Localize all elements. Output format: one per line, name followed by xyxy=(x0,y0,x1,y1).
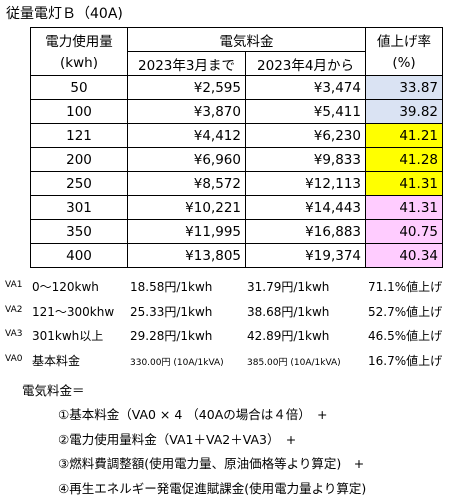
header-usage: 電力使用量 xyxy=(30,27,128,52)
data-row: 350 ¥11,995 ¥16,883 40.75 xyxy=(30,219,443,244)
note-cell: 31.79円/1kwh xyxy=(247,280,330,294)
cell: 121 xyxy=(30,123,128,148)
note-row: VA1 0～120kwh 18.58円/1kwh 31.79円/1kwh 71.1%値上… xyxy=(0,278,453,298)
cell: 40.34 xyxy=(365,243,443,268)
note-cell: VA2 xyxy=(5,304,23,315)
note-row: VA0 基本料金 330.00円 (10A/1kVA) 385.00円 (10A/1k… xyxy=(0,352,453,372)
cell: 200 xyxy=(30,147,128,172)
header-rate-unit: (%) xyxy=(365,51,443,76)
header-usage-unit: (kwh) xyxy=(30,51,128,76)
cell: 39.82 xyxy=(365,99,443,124)
header-price: 電気料金 xyxy=(127,27,366,52)
cell: ¥6,230 xyxy=(245,123,366,148)
cell: ¥8,572 xyxy=(127,171,246,196)
note-cell: 71.1%値上げ xyxy=(368,280,443,294)
data-row: 250 ¥8,572 ¥12,113 41.31 xyxy=(30,171,443,196)
cell: ¥5,411 xyxy=(245,99,366,124)
cell: ¥6,960 xyxy=(127,147,246,172)
cell: 350 xyxy=(30,219,128,244)
note-cell: 121～300khw xyxy=(32,304,115,319)
cell: ¥13,805 xyxy=(127,243,246,268)
note-cell: 0～120kwh xyxy=(32,280,99,294)
note-cell: 25.33円/1kwh xyxy=(130,304,213,319)
cell: ¥2,595 xyxy=(127,75,246,100)
note-cell: 18.58円/1kwh xyxy=(130,280,213,294)
note-cell: 基本料金 xyxy=(32,353,81,368)
note-row: VA3 301kwh以上 29.28円/1kwh 42.89円/1kwh 46.5%値上… xyxy=(0,327,453,347)
cell: 400 xyxy=(30,243,128,268)
note-cell: VA3 xyxy=(5,329,23,339)
cell: 250 xyxy=(30,171,128,196)
cell: ¥10,221 xyxy=(127,195,246,220)
note-cell: 42.89円/1kwh xyxy=(247,329,330,343)
cell: ¥3,870 xyxy=(127,99,246,124)
cell: 33.87 xyxy=(365,75,443,100)
cell: ¥12,113 xyxy=(245,171,366,196)
title: 従量電灯Ｂ（40A) xyxy=(6,6,123,22)
cell: 41.21 xyxy=(365,123,443,148)
note-cell: 330.00円 (10A/1kVA) xyxy=(130,357,224,368)
note-cell: 29.28円/1kwh xyxy=(130,329,213,343)
data-row: 200 ¥6,960 ¥9,833 41.28 xyxy=(30,147,443,172)
formula-heading: 電気料金＝ xyxy=(22,383,85,398)
header-row: (kwh) 2023年3月まで 2023年4月から (%) xyxy=(30,51,443,76)
note-cell: VA0 xyxy=(5,353,23,364)
header-row: 電力使用量 電気料金 値上げ率 xyxy=(30,27,443,52)
cell: 41.31 xyxy=(365,171,443,196)
formula-line: ③燃料費調整額(使用電力量、原油価格等より算定) + xyxy=(58,456,365,471)
data-row: 400 ¥13,805 ¥19,374 40.34 xyxy=(30,243,443,268)
header-before: 2023年3月まで xyxy=(127,51,246,76)
cell: ¥9,833 xyxy=(245,147,366,172)
note-row: VA2 121～300khw 25.33円/1kwh 38.68円/1kwh 52.7%… xyxy=(0,303,453,323)
cell: 50 xyxy=(30,75,128,100)
data-row: 100 ¥3,870 ¥5,411 39.82 xyxy=(30,99,443,124)
formula-line: ①基本料金（VA0 × 4 （40Aの場合は４倍） + xyxy=(58,407,328,422)
cell: ¥16,883 xyxy=(245,219,366,244)
note-cell: 46.5%値上げ xyxy=(368,329,443,343)
note-cell: 301kwh以上 xyxy=(32,329,104,343)
note-cell: VA1 xyxy=(5,280,23,290)
formula-line: ④再生エネルギー発電促進賦課金(使用電力量より算定) xyxy=(58,480,367,496)
data-row: 301 ¥10,221 ¥14,443 41.31 xyxy=(30,195,443,220)
formula-line: ②電力使用量料金（VA1＋VA2＋VA3） + xyxy=(58,431,297,447)
cell: ¥19,374 xyxy=(245,243,366,268)
data-row: 50 ¥2,595 ¥3,474 33.87 xyxy=(30,75,443,100)
cell: 40.75 xyxy=(365,219,443,244)
cell: ¥4,412 xyxy=(127,123,246,148)
data-row: 121 ¥4,412 ¥6,230 41.21 xyxy=(30,123,443,148)
header-rate: 値上げ率 xyxy=(365,27,443,52)
note-cell: 52.7%値上げ xyxy=(368,304,443,319)
cell: 41.28 xyxy=(365,147,443,172)
cell: 100 xyxy=(30,99,128,124)
note-cell: 16.7%値上げ xyxy=(368,353,443,368)
note-cell: 38.68円/1kwh xyxy=(247,304,330,319)
header-after: 2023年4月から xyxy=(245,51,366,76)
table-body: 電力使用量 電気料金 値上げ率 (kwh) 2023年3月まで 2023年4月か… xyxy=(30,27,443,268)
cell: 41.31 xyxy=(365,195,443,220)
note-cell: 385.00円 (10A/1kVA) xyxy=(247,357,341,368)
cell: 301 xyxy=(30,195,128,220)
cell: ¥14,443 xyxy=(245,195,366,220)
price-table: 電力使用量 電気料金 値上げ率 (kwh) 2023年3月まで 2023年4月か… xyxy=(30,27,443,268)
cell: ¥11,995 xyxy=(127,219,246,244)
cell: ¥3,474 xyxy=(245,75,366,100)
